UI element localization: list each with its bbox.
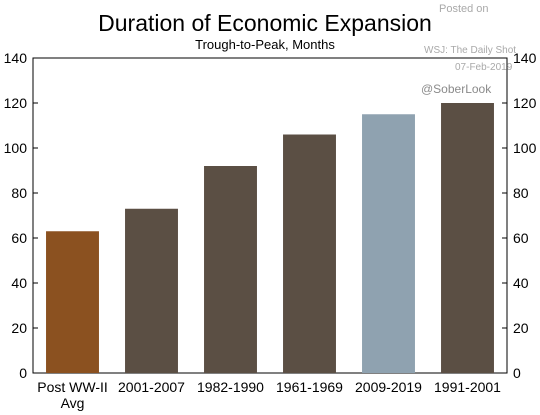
y-tick-label-left: 40 (11, 275, 27, 291)
bar (46, 231, 99, 373)
chart-subtitle: Trough-to-Peak, Months (195, 37, 335, 52)
y-tick-label-left: 60 (11, 230, 27, 246)
bar (362, 114, 415, 373)
y-tick-label-right: 0 (513, 365, 521, 381)
x-tick-label: 1961-1969 (276, 379, 343, 395)
watermark-handle: @SoberLook (421, 82, 492, 96)
x-tick-label: 1982-1990 (197, 379, 264, 395)
plot-frame (32, 57, 508, 374)
y-tick-label-left: 140 (4, 50, 28, 66)
x-tick-label: Avg (61, 395, 85, 411)
y-tick-label-right: 100 (513, 140, 537, 156)
x-tick-label: 1991-2001 (434, 379, 501, 395)
watermark-date: 07-Feb-2019 (455, 62, 513, 73)
y-tick-label-right: 140 (513, 50, 537, 66)
y-tick-label-left: 80 (11, 185, 27, 201)
x-tick-label: 2001-2007 (118, 379, 185, 395)
y-tick-label-left: 100 (4, 140, 28, 156)
y-tick-label-right: 60 (513, 230, 529, 246)
bar (283, 134, 336, 373)
y-tick-label-left: 0 (19, 365, 27, 381)
y-tick-label-left: 120 (4, 95, 28, 111)
y-tick-label-right: 40 (513, 275, 529, 291)
x-tick-label: 2009-2019 (355, 379, 422, 395)
y-tick-label-right: 120 (513, 95, 537, 111)
bar (204, 166, 257, 373)
bar (125, 208, 178, 373)
y-tick-label-right: 80 (513, 185, 529, 201)
watermark-posted: Posted on (439, 3, 489, 15)
y-tick-label-left: 20 (11, 320, 27, 336)
y-tick-label-right: 20 (513, 320, 529, 336)
bar (441, 103, 494, 373)
chart-title: Duration of Economic Expansion (98, 10, 432, 36)
x-tick-label: Post WW-II (37, 379, 108, 395)
watermark-source: WSJ: The Daily Shot (424, 45, 517, 56)
